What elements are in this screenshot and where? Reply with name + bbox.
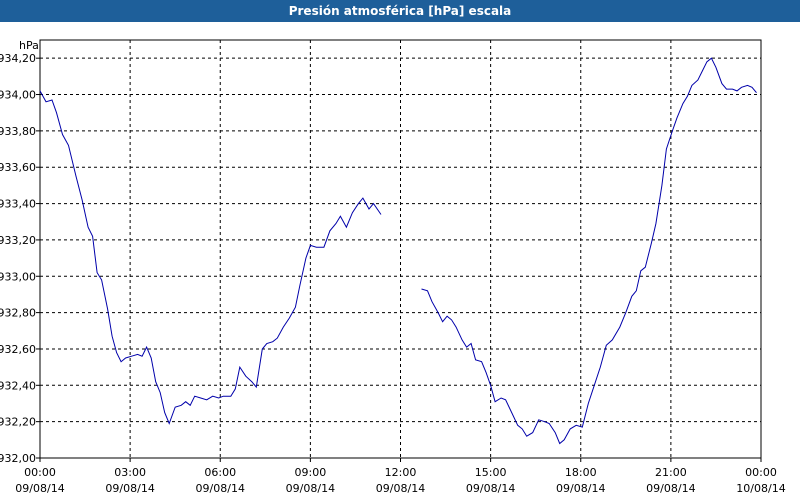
x-tick-date-label: 09/08/14 bbox=[646, 482, 695, 495]
x-tick-time-label: 09:00 bbox=[295, 466, 327, 479]
gridlines bbox=[39, 40, 762, 459]
x-tick-date-label: 09/08/14 bbox=[376, 482, 425, 495]
y-tick-label: 932,20 bbox=[0, 416, 36, 429]
x-tick-time-label: 18:00 bbox=[565, 466, 597, 479]
chart-title: Presión atmosférica [hPa] escala bbox=[0, 0, 800, 22]
x-axis-ticks: 00:00 09/08/14 03:00 09/08/14 06:00 09/08/14 0… bbox=[15, 458, 786, 495]
y-tick-label: 933,80 bbox=[0, 125, 36, 138]
y-axis-unit-label: hPa bbox=[19, 39, 39, 52]
x-tick-date-label: 09/08/14 bbox=[286, 482, 335, 495]
y-tick-label: 934,00 bbox=[0, 89, 36, 102]
x-tick-time-label: 12:00 bbox=[385, 466, 417, 479]
x-tick-date-label: 10/08/14 bbox=[736, 482, 785, 495]
pressure-chart: hPa 932,00 932,20 932,40 932,60 932,80 933,00… bbox=[0, 39, 786, 495]
x-tick-date-label: 09/08/14 bbox=[556, 482, 605, 495]
y-tick-label: 932,60 bbox=[0, 343, 36, 356]
x-tick-time-label: 21:00 bbox=[655, 466, 687, 479]
series-lines bbox=[39, 57, 757, 445]
y-axis-ticks: 932,00 932,20 932,40 932,60 932,80 933,00 933,… bbox=[0, 52, 40, 465]
x-tick-date-label: 09/08/14 bbox=[15, 482, 64, 495]
y-tick-label: 932,40 bbox=[0, 379, 36, 392]
y-tick-label: 933,60 bbox=[0, 161, 36, 174]
x-tick-date-label: 09/08/14 bbox=[466, 482, 515, 495]
y-tick-label: 933,00 bbox=[0, 270, 36, 283]
series-line-segment bbox=[39, 90, 382, 425]
x-tick-time-label: 00:00 bbox=[24, 466, 56, 479]
x-tick-time-label: 00:00 bbox=[745, 466, 777, 479]
x-tick-time-label: 06:00 bbox=[204, 466, 236, 479]
x-tick-date-label: 09/08/14 bbox=[105, 482, 154, 495]
x-tick-time-label: 03:00 bbox=[114, 466, 146, 479]
y-tick-label: 933,20 bbox=[0, 234, 36, 247]
x-tick-date-label: 09/08/14 bbox=[196, 482, 245, 495]
y-tick-label: 933,40 bbox=[0, 198, 36, 211]
y-tick-label: 934,20 bbox=[0, 52, 36, 65]
y-tick-label: 932,80 bbox=[0, 307, 36, 320]
x-tick-time-label: 15:00 bbox=[475, 466, 507, 479]
y-tick-label: 932,00 bbox=[0, 452, 36, 465]
series-line-segment bbox=[421, 57, 757, 445]
